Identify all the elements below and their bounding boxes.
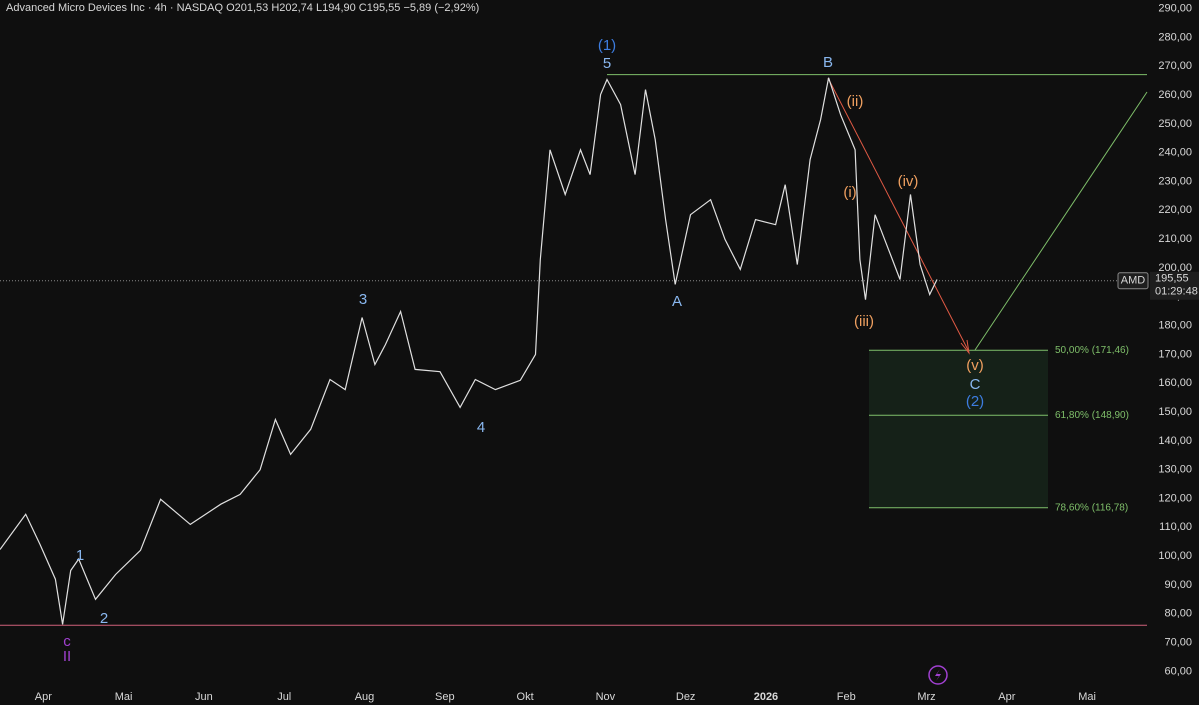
- chart-title: Advanced Micro Devices Inc · 4h · NASDAQ…: [6, 2, 479, 14]
- y-tick-label: 130,00: [1158, 464, 1192, 476]
- wave-label: (iii): [854, 313, 874, 330]
- y-tick-label: 280,00: [1158, 31, 1192, 43]
- price-tag: [1150, 271, 1199, 300]
- x-tick-label: Jul: [277, 691, 291, 703]
- projection-down: [827, 77, 969, 351]
- y-tick-label: 180,00: [1158, 319, 1192, 331]
- x-tick-label: Okt: [517, 691, 534, 703]
- fib-label: 50,00% (171,46): [1055, 345, 1129, 356]
- x-tick-label: 2026: [754, 691, 778, 703]
- wave-label: 2: [100, 610, 108, 627]
- x-tick-label: Mrz: [917, 691, 935, 703]
- wave-label: (iv): [898, 173, 919, 190]
- y-tick-label: 240,00: [1158, 147, 1192, 159]
- y-tick-label: 270,00: [1158, 60, 1192, 72]
- fib-label: 61,80% (148,90): [1055, 410, 1129, 421]
- y-tick-label: 250,00: [1158, 118, 1192, 130]
- y-tick-label: 230,00: [1158, 175, 1192, 187]
- y-tick-label: 60,00: [1164, 665, 1192, 677]
- wave-label: (2): [966, 393, 984, 410]
- wave-label: (ii): [847, 93, 864, 110]
- x-tick-label: Dez: [676, 691, 696, 703]
- wave-label: 5: [603, 55, 611, 72]
- wave-label: 4: [477, 419, 485, 436]
- countdown-label: 01:29:48: [1155, 286, 1198, 298]
- y-tick-label: 200,00: [1158, 262, 1192, 274]
- fib-zone: [869, 350, 1048, 508]
- wave-label: 3: [359, 291, 367, 308]
- wave-label: B: [823, 54, 833, 71]
- x-tick-label: Jun: [195, 691, 213, 703]
- alert-bolt: [935, 669, 941, 681]
- y-tick-label: 160,00: [1158, 377, 1192, 389]
- symbol-label: AMD: [1121, 275, 1146, 287]
- wave-label: A: [672, 293, 682, 310]
- y-tick-label: 70,00: [1164, 636, 1192, 648]
- x-tick-label: Aug: [355, 691, 375, 703]
- x-tick-label: Nov: [596, 691, 616, 703]
- wave-label: II: [63, 648, 71, 665]
- y-tick-label: 100,00: [1158, 550, 1192, 562]
- x-tick-label: Feb: [837, 691, 856, 703]
- wave-label: (1): [598, 37, 616, 54]
- arrow-head: [960, 339, 970, 355]
- y-tick-label: 80,00: [1164, 608, 1192, 620]
- wave-label: C: [970, 376, 981, 393]
- price-line-series: [0, 77, 938, 625]
- x-tick-label: Apr: [35, 691, 52, 703]
- x-tick-label: Mai: [115, 691, 133, 703]
- alert-icon: [928, 665, 948, 685]
- wave-label: (v): [966, 357, 984, 374]
- wave-label: 1: [76, 547, 84, 564]
- x-tick-label: Sep: [435, 691, 455, 703]
- y-tick-label: 140,00: [1158, 435, 1192, 447]
- y-tick-label: 170,00: [1158, 348, 1192, 360]
- y-tick-label: 210,00: [1158, 233, 1192, 245]
- y-tick-label: 150,00: [1158, 406, 1192, 418]
- y-tick-label: 220,00: [1158, 204, 1192, 216]
- x-tick-label: Apr: [998, 691, 1015, 703]
- fib-label: 78,60% (116,78): [1055, 502, 1128, 513]
- y-tick-label: 90,00: [1164, 579, 1192, 591]
- wave-label: (i): [843, 184, 856, 201]
- wave-label: c: [63, 633, 71, 650]
- projection-up: [974, 91, 1148, 351]
- y-tick-label: 260,00: [1158, 89, 1192, 101]
- y-tick-label: 290,00: [1158, 3, 1192, 15]
- x-tick-label: Mai: [1078, 691, 1096, 703]
- symbol-tag: [1117, 272, 1149, 290]
- last-price-label: 195,55: [1155, 273, 1189, 285]
- y-tick-label: 110,00: [1159, 521, 1192, 533]
- y-tick-label: 120,00: [1158, 492, 1192, 504]
